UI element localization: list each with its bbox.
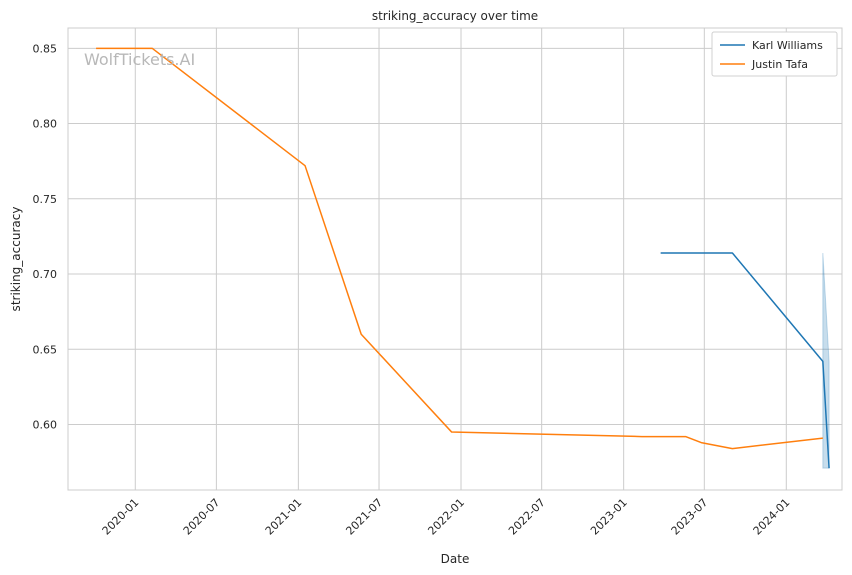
y-tick-label: 0.65 (33, 343, 58, 356)
x-tick-label: 2022-01 (425, 496, 467, 538)
legend-label-justin-tafa: Justin Tafa (751, 58, 808, 71)
legend-label-karl-williams: Karl Williams (752, 39, 823, 52)
legend: Karl Williams Justin Tafa (711, 31, 838, 77)
watermark: WolfTickets.AI (84, 50, 195, 69)
x-tick-label: 2023-07 (669, 496, 711, 538)
x-tick-label: 2020-07 (181, 496, 223, 538)
x-tick-label: 2024-01 (751, 496, 793, 538)
y-tick-label: 0.75 (33, 193, 58, 206)
series-lines (96, 47, 830, 469)
legend-box (711, 31, 838, 77)
x-tick-label: 2021-07 (343, 496, 385, 538)
x-tick-label: 2022-07 (506, 496, 548, 538)
chart-title: striking_accuracy over time (372, 9, 538, 23)
x-tick-label: 2021-01 (263, 496, 305, 538)
y-tick-label: 0.60 (33, 419, 58, 432)
x-tick-label: 2023-01 (588, 496, 630, 538)
line-justin-tafa (96, 47, 823, 450)
y-tick-label: 0.70 (33, 268, 58, 281)
x-axis-label: Date (441, 552, 470, 566)
y-axis-label: striking_accuracy (9, 207, 23, 312)
y-tick-label: 0.80 (33, 118, 58, 131)
y-tick-label: 0.85 (33, 42, 58, 55)
x-tick-label: 2020-01 (100, 496, 142, 538)
line-karl-williams (660, 252, 830, 469)
grid-lines (68, 28, 842, 490)
plot-area (67, 27, 843, 491)
